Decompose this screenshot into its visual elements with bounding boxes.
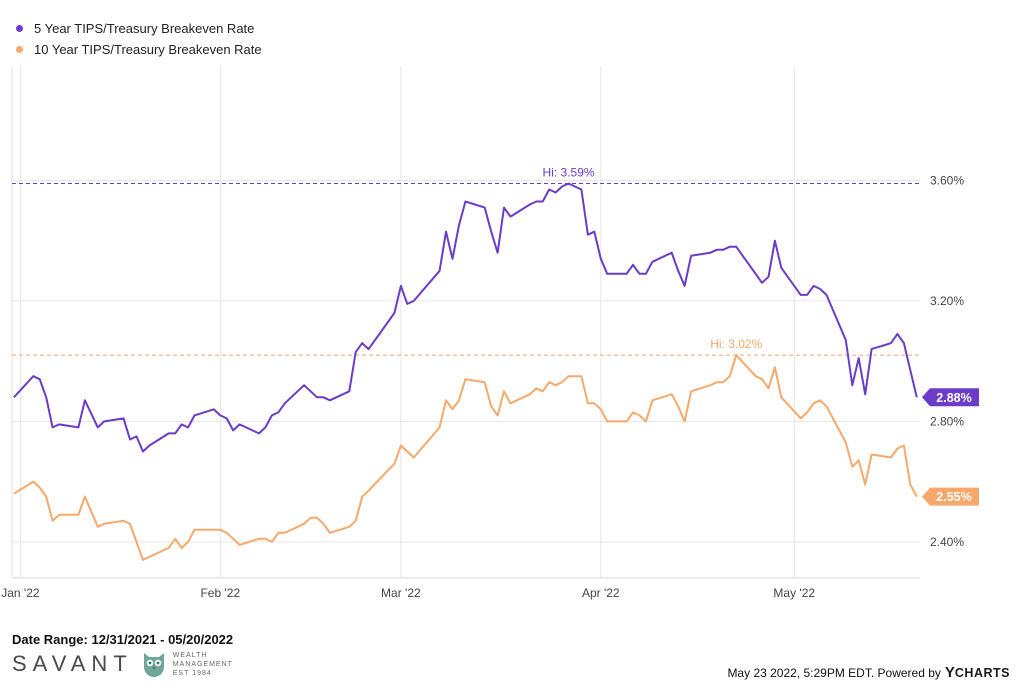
y-tick-label: 2.80%	[930, 414, 964, 428]
x-tick-label: Feb '22	[200, 586, 240, 600]
brand-wordmark: SAVANT	[12, 651, 133, 676]
end-value-label-10yr: 2.55%	[936, 490, 971, 504]
legend-label-5yr: 5 Year TIPS/Treasury Breakeven Rate	[34, 21, 255, 36]
end-value-tag-10yr	[922, 487, 979, 506]
legend-marker-5yr	[16, 25, 23, 32]
hi-label-5yr: Hi: 3.59%	[543, 165, 595, 179]
hi-label-10yr: Hi: 3.02%	[710, 337, 762, 351]
end-value-tag-5yr	[922, 388, 979, 407]
brand-subtitle: WEALTH MANAGEMENT EST 1984	[173, 651, 233, 678]
breakeven-chart: 3.60% 3.20% 2.80% 2.40% Jan '22 Feb '22 Mar '2…	[1, 66, 979, 600]
ycharts-logo[interactable]: YCHARTS	[945, 664, 1010, 681]
footer-attribution: May 23 2022, 5:29PM EDT. Powered by YCHA…	[727, 664, 1010, 681]
legend-item-5yr[interactable]: 5 Year TIPS/Treasury Breakeven Rate	[14, 18, 262, 39]
x-tick-label: May '22	[773, 586, 815, 600]
savant-logo: SAVANT WEALTH MANAGEMENT EST 1984	[12, 650, 233, 678]
legend: 5 Year TIPS/Treasury Breakeven Rate 10 Y…	[14, 18, 262, 60]
end-value-label-5yr: 2.88%	[936, 391, 971, 405]
series-line-5yr[interactable]	[13, 182, 918, 453]
ycharts-logo-y: Y	[944, 664, 955, 681]
legend-marker-10yr	[16, 46, 23, 53]
date-range-text: Date Range: 12/31/2021 - 05/20/2022	[12, 632, 234, 647]
ycharts-logo-text: CHARTS	[954, 666, 1010, 680]
y-tick-label: 3.60%	[930, 173, 964, 187]
legend-item-10yr[interactable]: 10 Year TIPS/Treasury Breakeven Rate	[14, 39, 262, 60]
owl-icon	[143, 653, 164, 677]
x-tick-label: Mar '22	[381, 586, 421, 600]
x-tick-label: Apr '22	[582, 586, 620, 600]
brand-sub-line-2: MANAGEMENT	[172, 660, 233, 668]
brand-sub-line-3: EST 1984	[172, 669, 212, 677]
y-tick-label: 2.40%	[930, 535, 964, 549]
x-tick-label: Jan '22	[1, 586, 40, 600]
y-tick-label: 3.20%	[930, 294, 964, 308]
series-line-10yr[interactable]	[13, 354, 918, 561]
timestamp-text: May 23 2022, 5:29PM EDT. Powered by	[727, 665, 941, 680]
brand-sub-line-1: WEALTH	[172, 651, 208, 659]
legend-label-10yr: 10 Year TIPS/Treasury Breakeven Rate	[34, 42, 262, 57]
